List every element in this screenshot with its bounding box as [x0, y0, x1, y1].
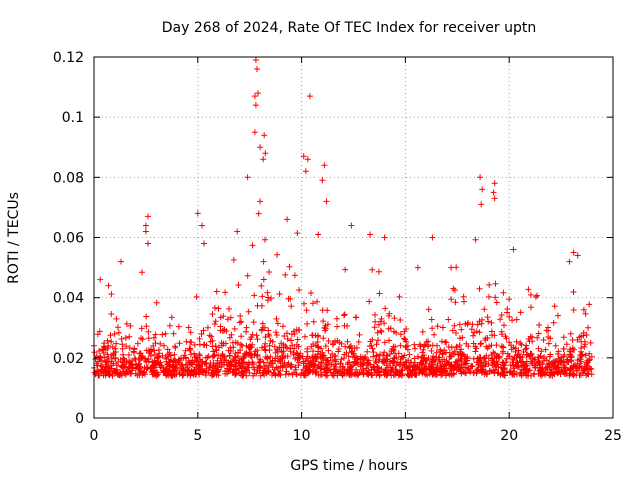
roti-points: [91, 57, 595, 379]
axis-ticks: 0 5 10 15 20 25 0 0.02 0.04 0.06 0.08 0.1 0.12: [53, 50, 622, 444]
data-points: [91, 57, 595, 379]
y-axis-label: ROTI / TECUs: [6, 192, 22, 284]
y-tick-label: 0.12: [53, 50, 84, 66]
x-tick-label: 5: [193, 428, 202, 444]
y-tick-label: 0.04: [53, 291, 84, 307]
x-tick-label: 15: [396, 428, 414, 444]
x-tick-label: 20: [500, 428, 518, 444]
y-tick-label: 0.06: [53, 231, 84, 247]
y-tick-label: 0: [75, 411, 84, 427]
y-tick-label: 0.1: [62, 110, 84, 126]
x-tick-label: 25: [604, 428, 622, 444]
x-tick-label: 10: [293, 428, 311, 444]
y-tick-label: 0.08: [53, 170, 84, 186]
x-tick-label: 0: [90, 428, 99, 444]
y-tick-label: 0.02: [53, 351, 84, 367]
chart-title: Day 268 of 2024, Rate Of TEC Index for r…: [162, 20, 537, 36]
x-axis-label: GPS time / hours: [290, 458, 407, 474]
